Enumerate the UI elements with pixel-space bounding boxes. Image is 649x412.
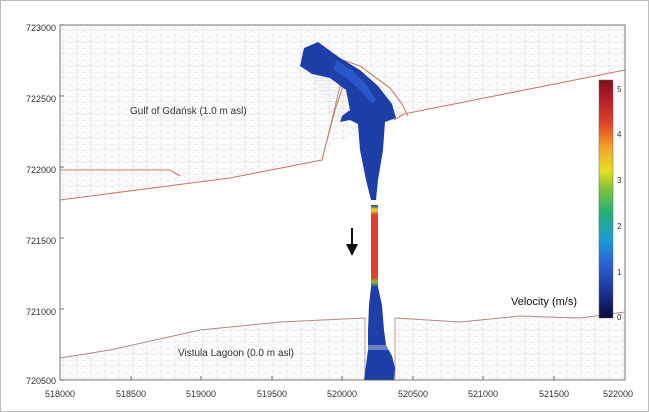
x-tick-label: 518500 [116, 389, 146, 399]
velocity-field [300, 42, 396, 380]
colorbar-tick-0: 0 [617, 313, 622, 322]
y-tick-label: 721500 [26, 236, 56, 246]
label-gulf: Gulf of Gdańsk (1.0 m asl) [130, 106, 247, 117]
mesh-lagoon [60, 312, 625, 380]
colorbar-label: Velocity (m/s) [511, 296, 577, 308]
y-axis: 723000 722500 722000 721500 721000 72050… [26, 23, 56, 386]
x-tick-label: 518000 [45, 389, 75, 399]
y-tick-label: 722000 [26, 165, 56, 175]
x-tick-label: 521500 [539, 389, 569, 399]
lagoon-outflow [364, 287, 395, 380]
flow-direction-arrow [346, 228, 358, 256]
x-ticks [130, 376, 555, 380]
colorbar-tick-4: 4 [617, 130, 622, 139]
y-tick-label: 721000 [26, 307, 56, 317]
colorbar-tick-5: 5 [617, 85, 622, 94]
x-tick-label: 521000 [468, 389, 498, 399]
colorbar-gradient [598, 79, 614, 319]
x-tick-label: 520000 [327, 389, 357, 399]
x-tick-label: 522000 [603, 389, 633, 399]
channel-jet [371, 205, 378, 287]
harbour-plume [300, 42, 396, 200]
plot-border [59, 24, 626, 381]
coastline-lagoon [59, 311, 626, 359]
colorbar-tick-1: 1 [617, 268, 622, 277]
y-tick-label: 720500 [26, 376, 56, 386]
x-tick-label: 520500 [398, 389, 428, 399]
x-tick-label: 519500 [257, 389, 287, 399]
x-tick-label: 519000 [186, 389, 216, 399]
y-tick-label: 723000 [26, 23, 56, 33]
colorbar-tick-2: 2 [617, 222, 622, 231]
colorbar-tick-3: 3 [617, 176, 622, 185]
label-lagoon: Vistula Lagoon (0.0 m asl) [178, 348, 294, 359]
colorbar: 5 4 3 2 1 0 Velocity (m/s) [511, 79, 622, 322]
y-tick-label: 722500 [26, 94, 56, 104]
coastline-gulf [59, 49, 626, 201]
y-ticks [60, 24, 64, 381]
x-axis: 518000 518500 519000 519500 520000 52050… [45, 389, 633, 399]
